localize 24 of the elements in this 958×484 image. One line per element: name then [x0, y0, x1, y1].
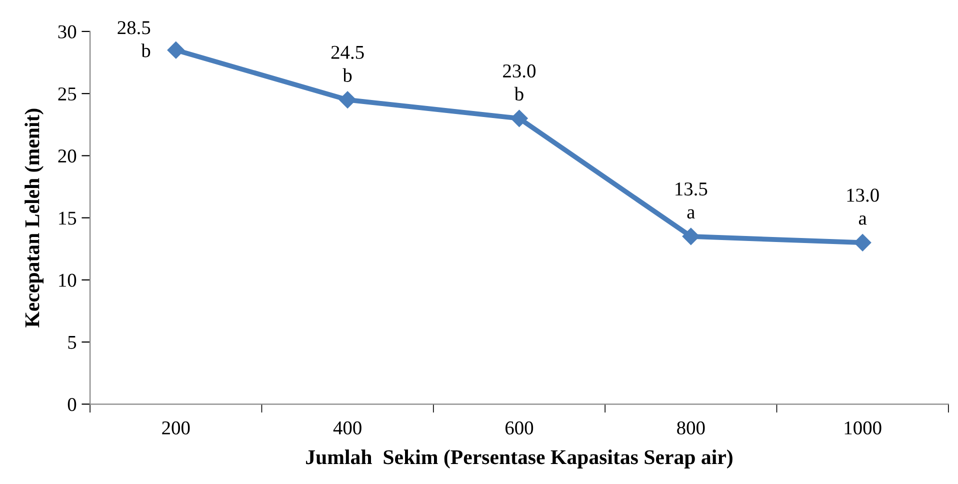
point: [682, 228, 700, 245]
y-tick-label: 20: [58, 150, 76, 163]
y-tick-label: 30: [58, 25, 76, 38]
y-tick-label: 15: [59, 212, 76, 225]
data-label: 13.0 a: [847, 188, 879, 225]
point: [510, 110, 528, 127]
x-tick-label: 400: [333, 421, 362, 434]
x-tick-label: 600: [505, 421, 534, 434]
data-label: 13.5 a: [676, 182, 708, 219]
data-label: 28.5 b: [118, 21, 150, 58]
y-tick-label: 5: [68, 336, 76, 349]
x-axis-title: Jumlah Sekim (Persentase Kapasitas Serap air): [306, 450, 732, 468]
point: [167, 42, 184, 59]
y-axis-title: Kecepatan Leleh (menit): [24, 108, 44, 328]
y-tick-label: 0: [68, 398, 76, 412]
data-label: 24.5 b: [331, 46, 364, 82]
data-label: 23.0 b: [503, 64, 536, 101]
point: [339, 91, 356, 108]
y-tick-label: 25: [58, 87, 76, 101]
point: [854, 234, 872, 252]
x-tick-label: 1000: [844, 421, 882, 434]
x-tick-label: 800: [677, 421, 705, 434]
x-tick-label: 200: [162, 421, 190, 434]
y-tick-label: 10: [59, 274, 76, 287]
